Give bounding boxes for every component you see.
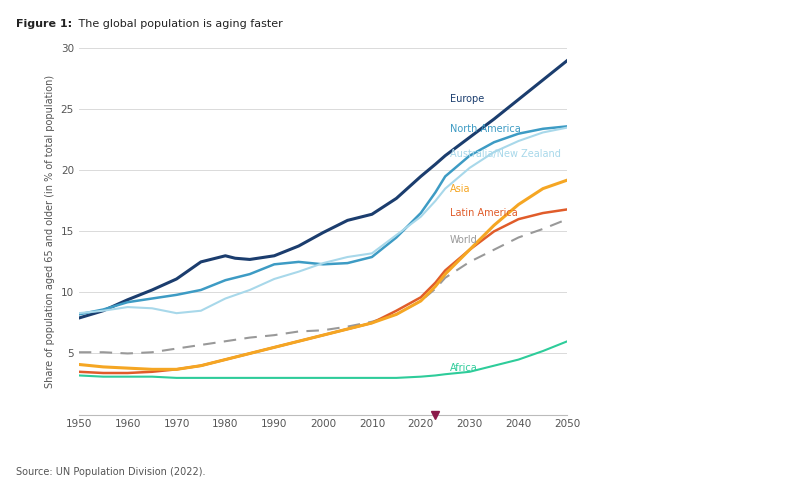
Text: North America: North America — [450, 124, 521, 134]
Text: Asia: Asia — [450, 184, 470, 194]
Text: Source: UN Population Division (2022).: Source: UN Population Division (2022). — [16, 467, 205, 477]
Text: Figure 1:: Figure 1: — [16, 19, 72, 29]
Text: World: World — [450, 235, 478, 245]
Text: Australia/New Zealand: Australia/New Zealand — [450, 149, 561, 160]
Text: Africa: Africa — [450, 363, 478, 373]
Text: The global population is aging faster: The global population is aging faster — [75, 19, 283, 29]
Text: Latin America: Latin America — [450, 208, 518, 218]
Y-axis label: Share of population aged 65 and older (in % of total population): Share of population aged 65 and older (i… — [45, 75, 55, 388]
Text: Europe: Europe — [450, 94, 485, 105]
